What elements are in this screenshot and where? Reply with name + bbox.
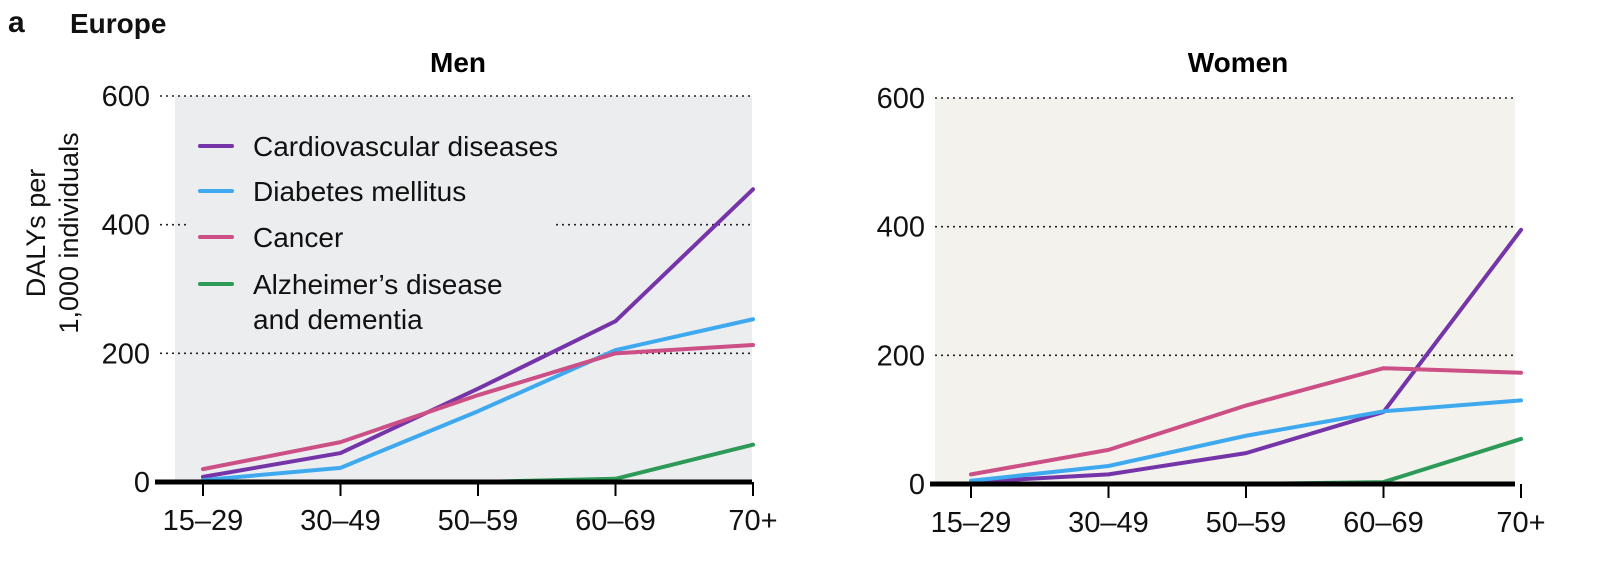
chart-men: Men 0 200 400 600 15–29 30–49 50–59 60–69 70+ Card…	[102, 47, 778, 537]
x-tick-label: 50–59	[1206, 507, 1287, 539]
series-line-cancer	[201, 342, 755, 472]
x-tick-label: 70+	[728, 505, 777, 537]
series-line-cancer	[969, 366, 1523, 477]
legend-label: Cancer	[253, 222, 343, 253]
series-line-diabetes-mellitus	[969, 398, 1523, 483]
y-tick-label: 0	[909, 469, 925, 501]
y-tick-label: 0	[134, 467, 150, 499]
y-tick-label: 200	[102, 338, 150, 370]
plot-background	[935, 98, 1515, 484]
legend-label: Diabetes mellitus	[253, 176, 466, 207]
x-tick-label: 60–69	[575, 505, 656, 537]
x-tick-label: 70+	[1496, 507, 1545, 539]
x-tick-label: 30–49	[1068, 507, 1149, 539]
region-title: Europe	[70, 8, 167, 39]
x-tick-label: 50–59	[438, 505, 519, 537]
y-tick-label: 400	[877, 212, 925, 244]
series-line-cardiovascular-diseases	[969, 227, 1523, 485]
x-tick-label: 30–49	[300, 505, 381, 537]
series-line-cardiovascular-diseases	[201, 187, 755, 479]
x-tick-label: 15–29	[163, 505, 244, 537]
chart-title: Men	[430, 47, 486, 78]
x-tick-label: 60–69	[1343, 507, 1424, 539]
y-tick-label: 200	[877, 340, 925, 372]
y-tick-label: 600	[877, 83, 925, 115]
legend: Cardiovascular diseases Diabetes mellitus…	[198, 131, 558, 335]
chart-title: Women	[1188, 47, 1289, 78]
y-tick-label: 400	[102, 210, 150, 242]
legend-label: Cardiovascular diseases	[253, 131, 558, 162]
chart-women: Women 0 200 400 600 15–29 30–49 50–59 60–69 70+	[877, 47, 1546, 539]
y-tick-label: 600	[102, 81, 150, 113]
x-tick-label: 15–29	[931, 507, 1012, 539]
series-line-diabetes-mellitus	[201, 317, 755, 483]
legend-label: Alzheimer’s disease and dementia	[253, 269, 503, 335]
panel-letter: a	[8, 6, 25, 39]
